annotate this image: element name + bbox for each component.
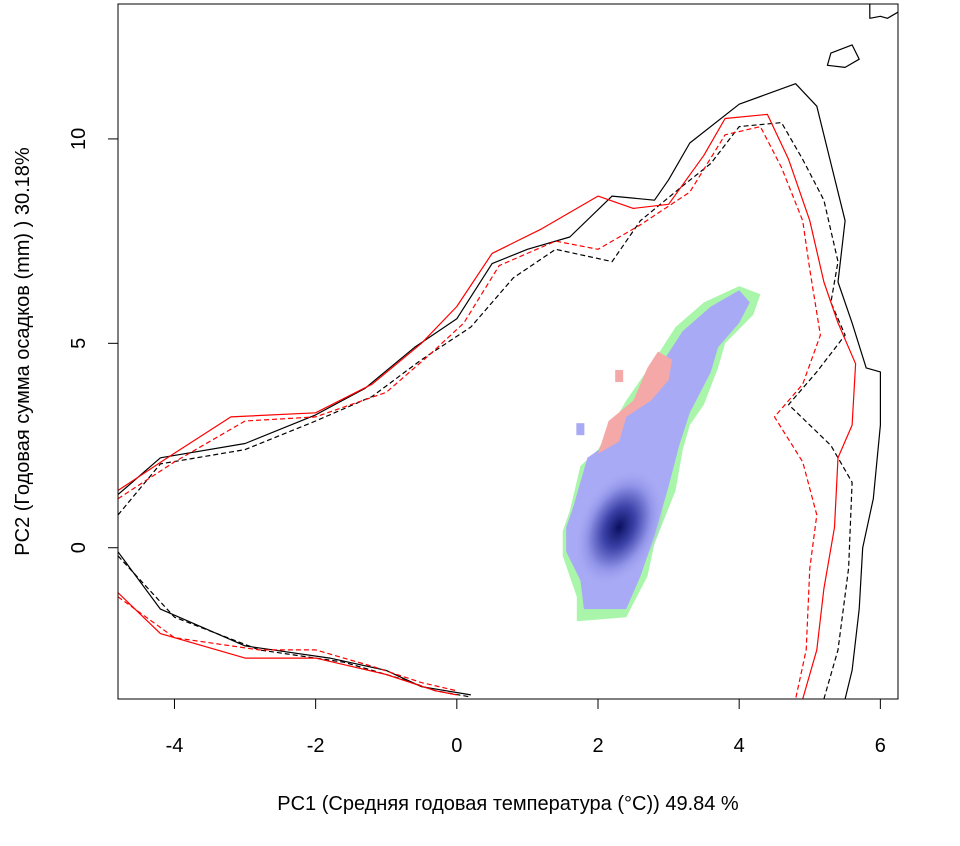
contour-line-4 <box>118 551 471 696</box>
density-peak <box>574 468 664 586</box>
isolated-cell-0 <box>576 423 585 436</box>
contour-line-6 <box>118 592 457 696</box>
contour-line-2 <box>118 113 857 699</box>
contour-line-3 <box>118 125 822 699</box>
density-layer <box>562 286 761 622</box>
x-tick-label: 6 <box>875 735 886 757</box>
contour-line-5 <box>118 555 472 698</box>
contour-line-9 <box>869 4 898 19</box>
contour-line-8 <box>826 44 860 69</box>
contour-line-7 <box>118 596 457 692</box>
x-tick-label: -4 <box>166 735 184 757</box>
contour-line-0 <box>118 83 882 699</box>
contour-line-1 <box>118 121 853 699</box>
x-tick-label: 4 <box>734 735 745 757</box>
x-axis: -4 -2 0 2 4 6 <box>166 698 886 757</box>
y-tick-label: 10 <box>68 128 90 150</box>
niche-region-red <box>598 351 673 454</box>
plot-frame <box>117 3 899 700</box>
x-axis-title: PC1 (Средняя годовая температура (°C)) 4… <box>277 793 739 815</box>
isolated-cell-1 <box>615 370 624 383</box>
x-tick-label: -2 <box>307 735 325 757</box>
contour-layer <box>118 4 898 699</box>
y-axis-title: PC2 (Годовая сумма осадков (mm) ) 30.18% <box>12 147 34 556</box>
y-axis: 0 5 10 <box>68 128 119 553</box>
x-tick-label: 2 <box>592 735 603 757</box>
y-tick-label: 5 <box>68 338 90 349</box>
x-tick-label: 0 <box>451 735 462 757</box>
y-tick-label: 0 <box>68 542 90 553</box>
